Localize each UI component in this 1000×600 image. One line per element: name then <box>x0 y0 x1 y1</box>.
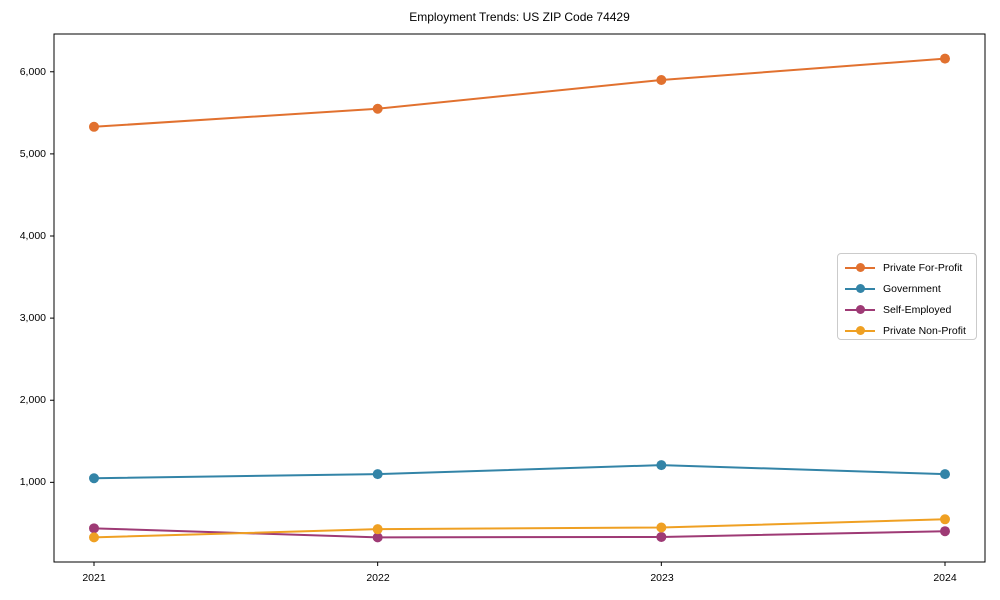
x-tick-label: 2023 <box>650 572 674 584</box>
legend-item-government: Government <box>838 278 976 299</box>
legend-marker-icon <box>845 283 875 294</box>
chart-title: Employment Trends: US ZIP Code 74429 <box>409 10 630 24</box>
legend-marker-icon <box>845 262 875 273</box>
y-tick-label: 6,000 <box>19 66 46 78</box>
legend: Private For-Profit Government Self-Emplo… <box>837 253 977 340</box>
y-tick-label: 1,000 <box>19 476 46 488</box>
legend-item-private-for-profit: Private For-Profit <box>838 257 976 278</box>
legend-label: Private Non-Profit <box>883 324 966 337</box>
legend-item-private-non-profit: Private Non-Profit <box>838 320 976 341</box>
x-tick-label: 2021 <box>82 572 106 584</box>
y-tick-label: 4,000 <box>19 230 46 242</box>
legend-label: Self-Employed <box>883 303 952 316</box>
legend-item-self-employed: Self-Employed <box>838 299 976 320</box>
y-tick-label: 3,000 <box>19 312 46 324</box>
y-tick-label: 5,000 <box>19 148 46 160</box>
x-tick-label: 2022 <box>366 572 390 584</box>
y-tick-label: 2,000 <box>19 394 46 406</box>
legend-marker-icon <box>845 325 875 336</box>
legend-marker-icon <box>845 304 875 315</box>
x-tick-label: 2024 <box>933 572 957 584</box>
legend-label: Government <box>883 282 941 295</box>
legend-label: Private For-Profit <box>883 261 963 274</box>
